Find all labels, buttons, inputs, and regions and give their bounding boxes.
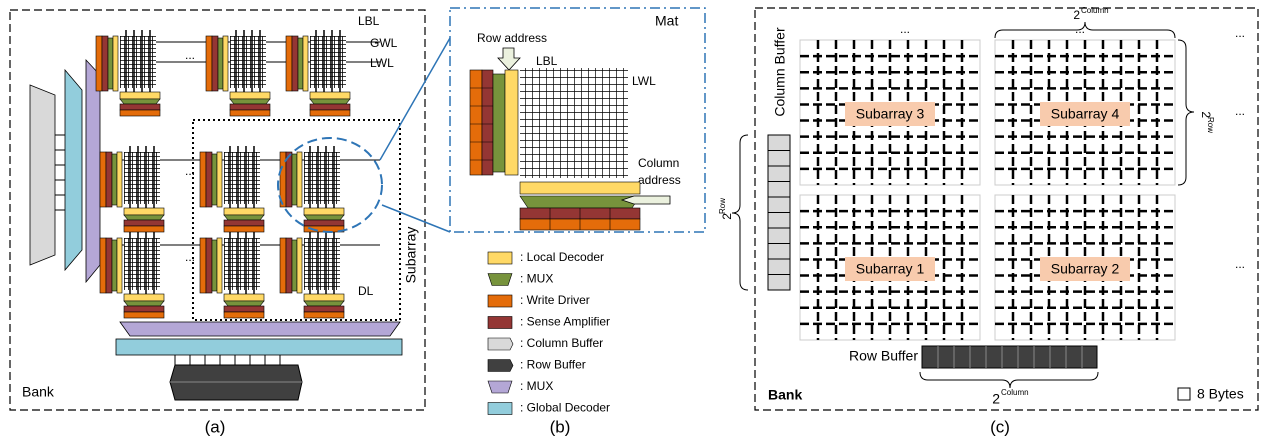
- legend: : Local Decoder : MUX : Write Driver : Sens…: [488, 250, 610, 415]
- mat: [200, 232, 264, 318]
- subarray-label: Subarray 2: [1051, 261, 1120, 277]
- local-decoder: [505, 70, 518, 175]
- brace: [920, 372, 1098, 388]
- label: GWL: [370, 36, 398, 50]
- caption: (b): [550, 417, 571, 436]
- subarray-label: Subarray 1: [856, 261, 925, 277]
- swatch: [488, 295, 512, 307]
- label: LBL: [536, 54, 558, 68]
- label: address: [638, 173, 681, 187]
- swatch: [488, 360, 513, 372]
- sense-amp: [482, 70, 493, 175]
- brace: [1178, 40, 1194, 185]
- legend-label: : MUX: [520, 379, 553, 393]
- exp: Row: [718, 198, 727, 214]
- page: LBL GWL LWL DL Subarray Bank (a) ... ...…: [0, 0, 1265, 441]
- label: LWL: [632, 74, 656, 88]
- label: DL: [358, 284, 374, 298]
- swatch: [488, 317, 512, 329]
- mat: [286, 30, 350, 116]
- subarray-label: Subarray 4: [1051, 106, 1120, 122]
- cell-array: [520, 68, 628, 178]
- swatch: [488, 338, 513, 350]
- unit-swatch: [1178, 388, 1190, 400]
- label: Subarray: [403, 227, 419, 284]
- swatch: [488, 403, 512, 415]
- legend-label: : Row Buffer: [520, 358, 586, 372]
- swatch: [488, 274, 512, 286]
- arrow: [622, 196, 670, 204]
- legend-label: : Global Decoder: [520, 401, 610, 415]
- legend-label: : MUX: [520, 272, 553, 286]
- global-decoder: [65, 70, 82, 270]
- ellipsis: ...: [185, 250, 195, 264]
- caption: (c): [990, 417, 1010, 436]
- label: LBL: [358, 14, 380, 28]
- mat: [280, 146, 344, 232]
- subarray-label: Subarray 3: [856, 106, 925, 122]
- label: 8 Bytes: [1197, 386, 1244, 402]
- wires: [55, 135, 65, 210]
- swatch: [488, 252, 512, 264]
- local-decoder: [520, 182, 640, 194]
- ellipsis: ...: [1235, 257, 1245, 271]
- caption: (a): [205, 417, 226, 436]
- exp: Column: [1001, 388, 1029, 397]
- mat: [206, 30, 270, 116]
- label: Column: [638, 156, 679, 170]
- global-decoder-bottom: [116, 339, 402, 355]
- title: Mat: [655, 13, 678, 29]
- arrow: [498, 48, 520, 70]
- ellipsis: ...: [185, 48, 195, 62]
- label: Column Buffer: [772, 27, 788, 117]
- subarray-grids: Subarray 3 Subarray 4 Subarray 1 Subarray 2: [800, 40, 1175, 340]
- label: Bank: [768, 387, 802, 403]
- exp: Row: [1206, 117, 1215, 133]
- mux-bottom: [120, 322, 400, 336]
- legend-label: : Local Decoder: [520, 250, 604, 264]
- write-driver: [470, 70, 482, 175]
- mux: [493, 74, 505, 172]
- ellipsis: ...: [185, 164, 195, 178]
- ellipsis: ...: [900, 22, 910, 36]
- label: Bank: [22, 384, 55, 400]
- wires: [175, 355, 280, 365]
- mux: [86, 60, 100, 282]
- legend-label: : Write Driver: [520, 293, 590, 307]
- exp-base: 2: [1073, 8, 1080, 22]
- ellipsis: ...: [1075, 22, 1085, 36]
- column-buffer: [30, 85, 55, 265]
- label: Row address: [477, 31, 547, 45]
- mat: [96, 30, 160, 116]
- mats: [96, 30, 350, 318]
- mat: [100, 146, 164, 232]
- exp: Column: [1081, 6, 1109, 15]
- swatch: [488, 381, 512, 393]
- figure: LBL GWL LWL DL Subarray Bank (a) ... ...…: [0, 0, 1265, 441]
- ellipsis: ...: [1235, 104, 1245, 118]
- mat: [280, 232, 344, 318]
- mat: [200, 146, 264, 232]
- mux: [520, 196, 640, 208]
- legend-label: : Column Buffer: [520, 336, 603, 350]
- row-buffer: [922, 346, 1097, 368]
- label: Row Buffer: [849, 348, 918, 364]
- label: LWL: [370, 56, 394, 70]
- legend-label: : Sense Amplifier: [520, 315, 610, 329]
- ellipsis: ...: [1235, 26, 1245, 40]
- mat: [100, 232, 164, 318]
- brace: [732, 135, 748, 290]
- exp-base: 2: [992, 391, 1000, 407]
